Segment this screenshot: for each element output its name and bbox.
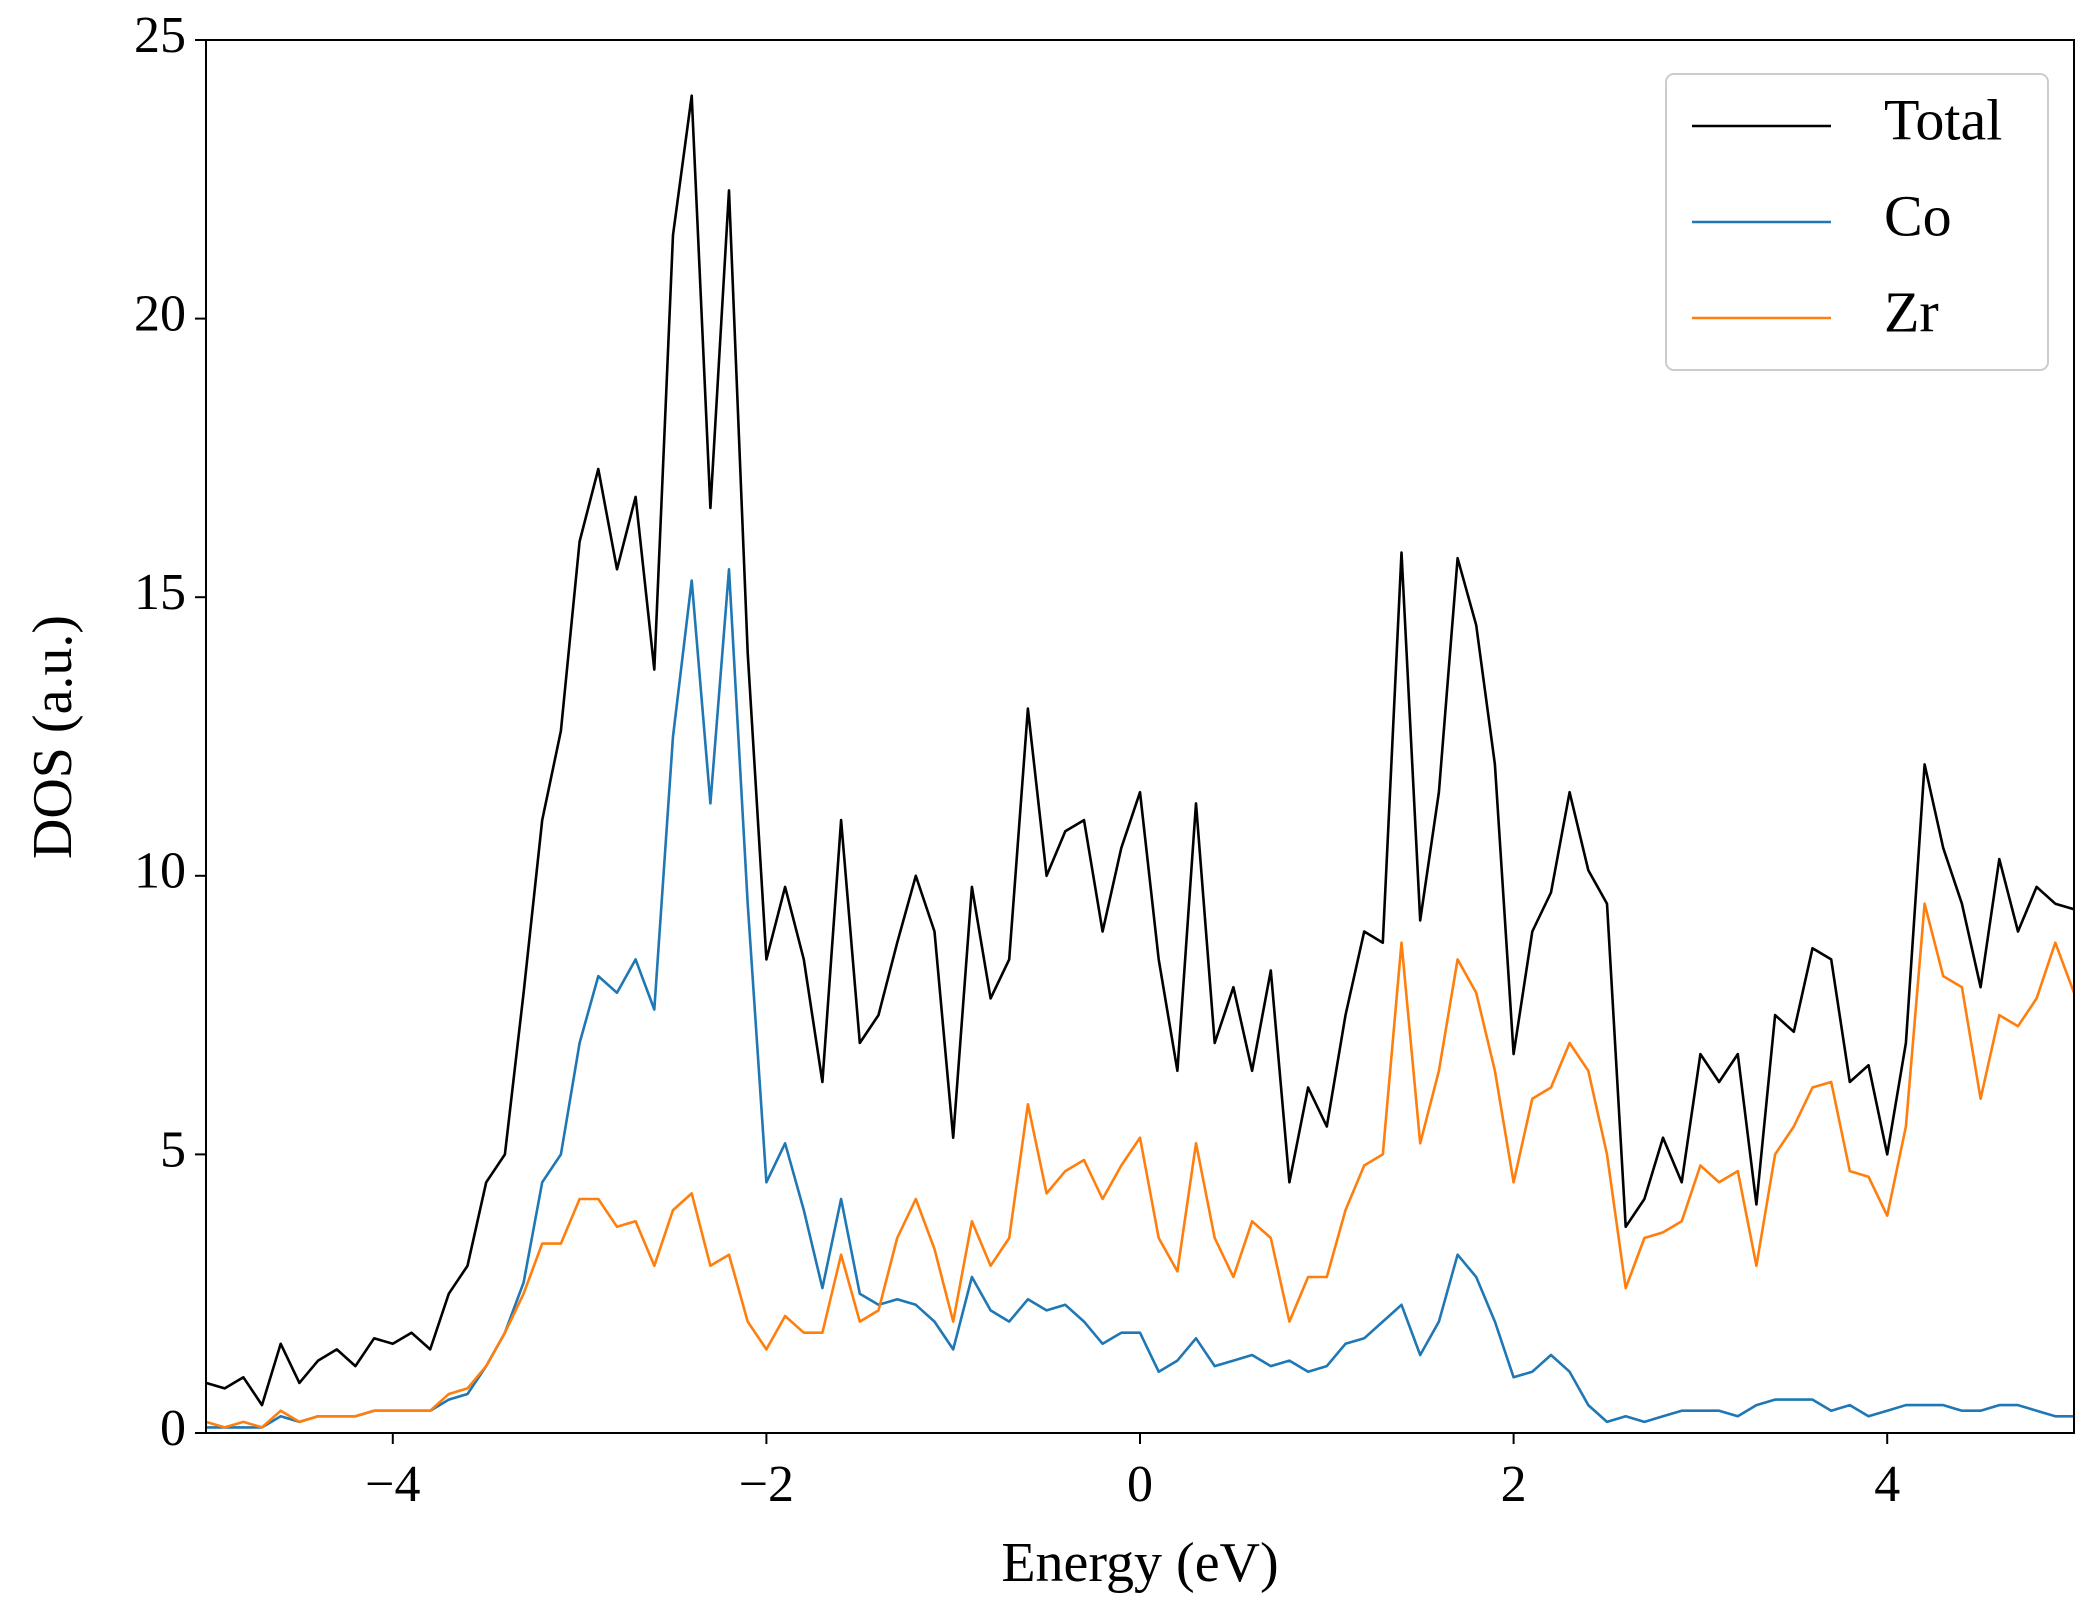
series-line	[206, 568, 2074, 1429]
series-line	[206, 94, 2074, 1407]
x-tick-label: 0	[1127, 1456, 1153, 1513]
y-tick-label: 0	[160, 1400, 186, 1457]
y-tick-label: 10	[134, 843, 186, 900]
x-tick-label: 2	[1501, 1456, 1527, 1513]
x-tick-label: 4	[1874, 1456, 1900, 1513]
y-tick-label: 15	[134, 564, 186, 621]
y-tick-label: 5	[160, 1121, 186, 1178]
plot-frame	[205, 39, 2075, 1434]
y-axis-label: DOS (a.u.)	[22, 615, 84, 859]
x-tick-label: −2	[739, 1456, 794, 1513]
series-line	[206, 902, 2074, 1429]
legend-label: Co	[1884, 183, 1952, 248]
y-tick-label: 20	[134, 286, 186, 343]
y-tick-label: 25	[134, 7, 186, 64]
x-tick-label: −4	[365, 1456, 420, 1513]
legend-box	[1665, 73, 2049, 371]
legend-label: Zr	[1884, 279, 1939, 344]
legend-label: Total	[1884, 87, 2002, 152]
x-axis-label: Energy (eV)	[1001, 1532, 1278, 1594]
